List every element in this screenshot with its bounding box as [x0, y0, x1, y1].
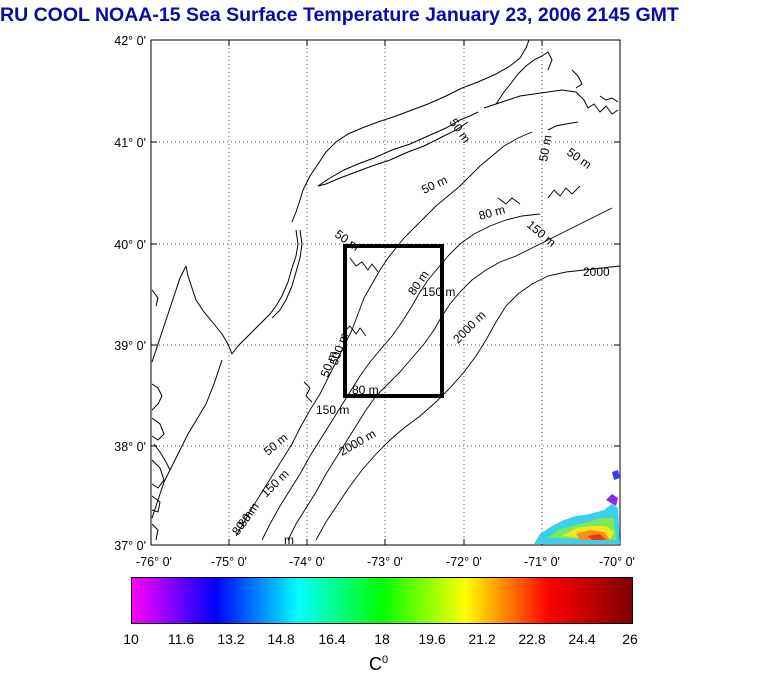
unit-superscript: 0: [382, 654, 389, 666]
colorbar-label: 19.6: [418, 631, 446, 647]
contour-label: 50 m: [447, 116, 474, 146]
lon-label: -71° 0': [524, 555, 560, 569]
bathymetry-contours: [235, 131, 621, 541]
coastline: [151, 39, 619, 541]
lon-label: -75° 0': [211, 555, 247, 569]
lon-label: -73° 0': [367, 555, 403, 569]
lat-label: 41° 0': [114, 136, 146, 150]
tick-marks: [151, 39, 620, 546]
unit-symbol: C: [369, 654, 382, 674]
map-title: RU COOL NOAA-15 Sea Surface Temperature …: [0, 4, 679, 26]
colorbar-label: 11.6: [167, 631, 195, 647]
colorbar-label: 13.2: [217, 631, 245, 647]
contour-label: 500 m: [327, 331, 352, 367]
contour-label: 50 m: [332, 227, 362, 254]
colorbar-label: 14.8: [267, 631, 295, 647]
lat-label: 38° 0': [114, 440, 146, 454]
contour-label: 150 m: [316, 403, 349, 417]
graticule: [151, 40, 620, 545]
lon-label: -76° 0': [136, 555, 172, 569]
lon-label: -72° 0': [446, 555, 482, 569]
contour-label: 2000 m: [337, 426, 379, 458]
study-area-box: [343, 244, 444, 398]
contour-label: 50 m: [419, 173, 449, 197]
contour-label: 50 m: [536, 134, 554, 163]
contour-label: 150 m: [524, 218, 559, 250]
lat-label: 42° 0': [114, 34, 146, 48]
colorbar-unit: C0: [369, 654, 388, 675]
colorbar-label: 16.4: [318, 631, 346, 647]
sst-data-patch: [534, 470, 620, 544]
contour-label: 2000 m: [450, 308, 488, 346]
contour-label: 80 m: [477, 202, 506, 222]
lon-label: -70° 0': [599, 555, 635, 569]
colorbar-label: 21.2: [468, 631, 496, 647]
colorbar-label: 10: [123, 631, 139, 647]
lat-label: 37° 0': [114, 539, 146, 553]
contour-label: 80 m: [235, 500, 262, 530]
contour-label: 80 m: [352, 383, 379, 397]
contour-label: 2000: [583, 265, 610, 279]
lat-label: 39° 0': [114, 339, 146, 353]
contour-label: 50 m: [564, 145, 594, 172]
colorbar-label: 18: [374, 631, 390, 647]
colorbar-label: 22.8: [518, 631, 546, 647]
contour-label: m: [284, 533, 294, 547]
contour-label: 150 m: [422, 285, 455, 299]
lat-label: 40° 0': [114, 238, 146, 252]
lon-label: -74° 0': [289, 555, 325, 569]
colorbar-label: 24.4: [568, 631, 596, 647]
colorbar-label: 26: [622, 631, 638, 647]
colorbar: [131, 577, 633, 624]
